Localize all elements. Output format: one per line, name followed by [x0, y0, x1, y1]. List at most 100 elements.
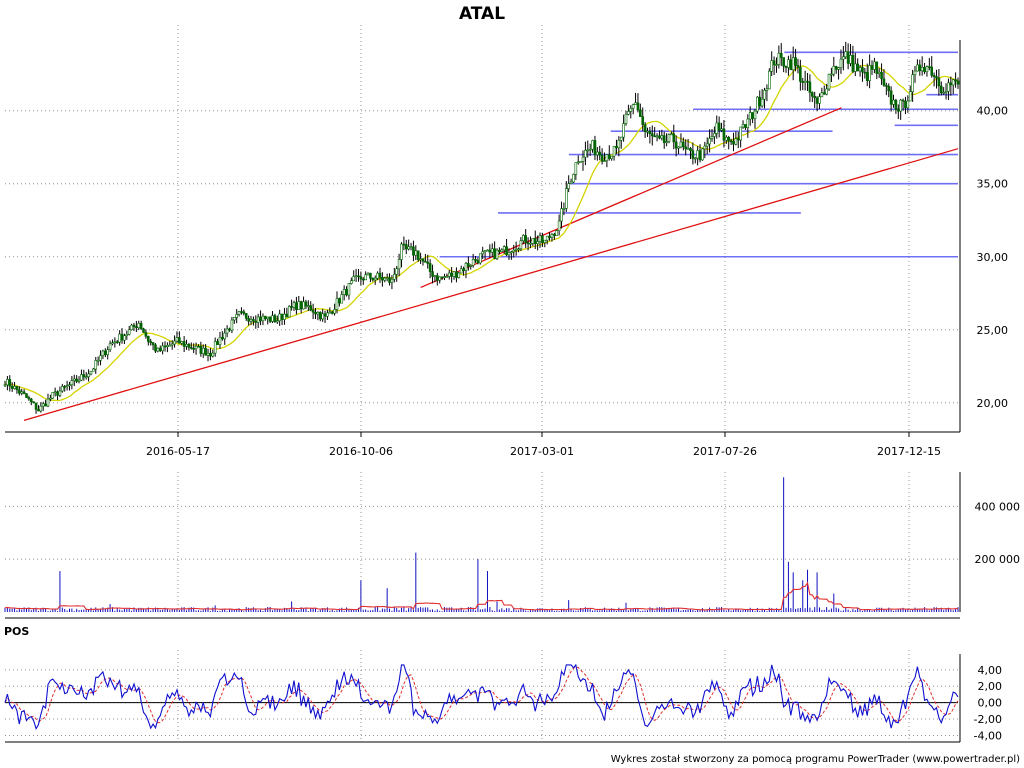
candle-body — [58, 390, 62, 396]
candle-body — [371, 277, 375, 281]
candle-body — [842, 56, 845, 60]
candle-body — [935, 76, 938, 79]
candle-body — [655, 135, 659, 138]
candle-body — [223, 332, 227, 340]
candle-body — [75, 378, 78, 382]
candle-body — [431, 271, 434, 277]
candle-body — [340, 294, 344, 304]
pos-tick-label: 2,00 — [978, 680, 1003, 693]
candle-body — [350, 280, 353, 284]
candle-body — [557, 220, 561, 232]
footer-credit: Wykres został stworzony za pomocą progra… — [611, 754, 1020, 765]
candle-body — [803, 80, 807, 83]
candle-body — [725, 137, 728, 141]
candle-body — [271, 315, 274, 322]
candle-body — [550, 234, 554, 238]
candle-body — [541, 235, 544, 243]
candle-body — [775, 64, 778, 66]
candle-body — [101, 350, 105, 356]
candle-body — [20, 391, 24, 394]
pos-tick-label: -4,00 — [974, 729, 1002, 742]
candle-body — [641, 116, 645, 125]
candle-body — [920, 66, 924, 72]
candle-body — [400, 243, 403, 260]
candle-body — [221, 337, 224, 340]
candle-body — [744, 124, 747, 128]
candle-body — [533, 238, 537, 244]
candle-body — [419, 258, 422, 261]
candle-body — [395, 268, 399, 275]
trend-line — [420, 107, 842, 289]
candle-body — [880, 71, 883, 80]
x-tick-label: 2017-12-15 — [877, 445, 941, 458]
candle-body — [244, 313, 248, 319]
candle-body — [264, 315, 267, 320]
candle-body — [49, 397, 52, 400]
candle-body — [610, 155, 613, 159]
candle-body — [877, 71, 881, 74]
candle-body — [650, 133, 654, 137]
candle-body — [330, 311, 334, 314]
candle-body — [163, 345, 167, 348]
candle-body — [617, 140, 621, 149]
candle-body — [631, 104, 635, 109]
candle-body — [825, 88, 828, 95]
candle-body — [853, 63, 857, 72]
candle-body — [481, 251, 484, 255]
candle-body — [108, 343, 112, 350]
candle-body — [928, 66, 931, 68]
candle-body — [462, 268, 465, 271]
candle-body — [486, 249, 489, 252]
candle-body — [37, 409, 40, 412]
candle-body — [99, 355, 102, 361]
candle-body — [849, 55, 852, 64]
candle-body — [605, 154, 609, 162]
candle-body — [120, 333, 124, 341]
candle-body — [596, 151, 599, 156]
candle-body — [173, 340, 176, 345]
pos-tick-label: -2,00 — [974, 713, 1002, 726]
candle-body — [889, 90, 893, 105]
candle-body — [653, 135, 656, 138]
pos-signal-path — [4, 666, 959, 724]
volume-tick-label: 400 000 — [975, 500, 1021, 513]
candle-body — [311, 309, 315, 313]
candle-body — [18, 389, 21, 394]
candle-body — [488, 249, 492, 253]
candle-body — [381, 277, 384, 281]
candle-body — [634, 102, 637, 105]
candle-body — [885, 85, 888, 87]
candle-body — [385, 277, 389, 279]
candle-body — [190, 347, 193, 349]
candle-body — [560, 208, 563, 222]
candle-body — [115, 341, 119, 344]
candle-body — [68, 384, 71, 386]
candle-body — [299, 301, 303, 310]
candle-body — [168, 344, 172, 347]
candle-body — [906, 100, 910, 109]
candle-body — [777, 52, 781, 65]
candle-body — [670, 133, 673, 136]
candle-body — [584, 150, 587, 158]
candle-body — [519, 240, 523, 250]
candle-body — [476, 260, 480, 264]
candle-body — [232, 317, 236, 321]
candle-body — [932, 75, 936, 77]
candle-body — [342, 289, 346, 295]
candle-body — [892, 99, 895, 105]
candle-body — [295, 302, 298, 310]
candle-body — [321, 313, 324, 320]
candle-body — [794, 57, 797, 66]
candle-body — [861, 67, 864, 73]
candle-body — [622, 123, 625, 138]
candle-body — [789, 59, 793, 71]
candle-body — [944, 91, 948, 93]
candle-body — [760, 98, 764, 107]
candle-body — [526, 242, 530, 245]
price-tick-label: 40,00 — [977, 105, 1009, 118]
candle-body — [529, 243, 532, 245]
candle-body — [378, 272, 382, 278]
moving-average-line — [4, 64, 959, 402]
candle-body — [34, 402, 38, 410]
candle-body — [192, 348, 195, 350]
